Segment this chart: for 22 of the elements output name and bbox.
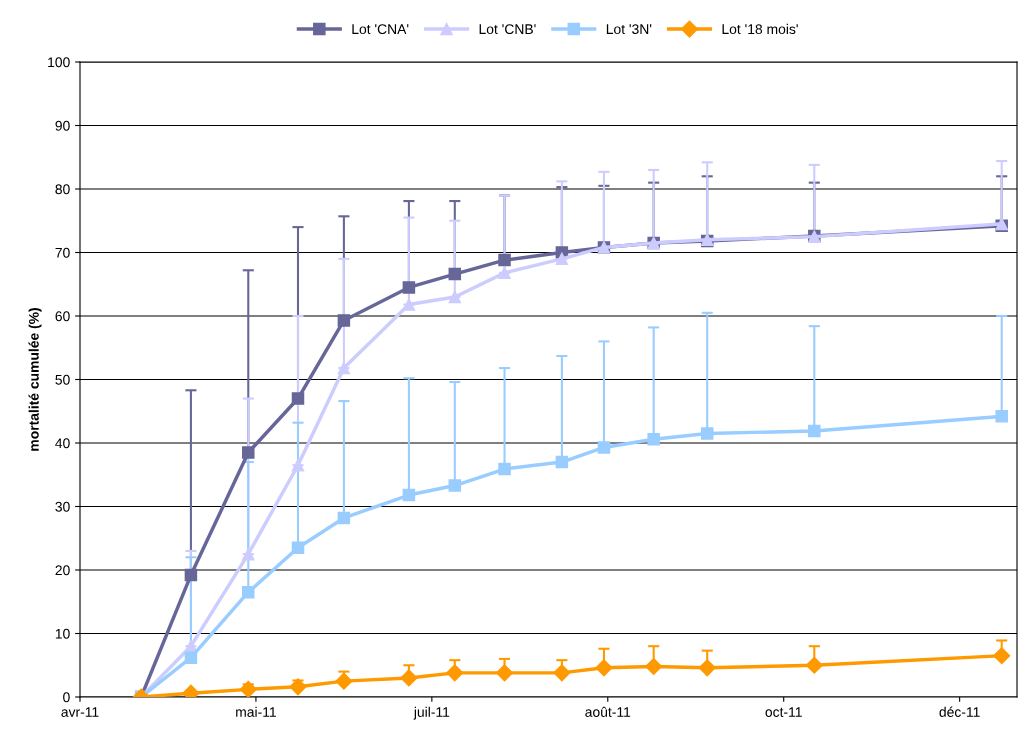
y-tick-label: 50: [55, 374, 70, 385]
x-tick-label: avr-11: [61, 707, 99, 717]
y-tick-label: 10: [55, 628, 70, 639]
y-tick-label: 40: [55, 438, 70, 449]
x-tick-label: oct-11: [765, 707, 802, 717]
x-tick-label: déc-11: [939, 706, 980, 717]
x-tick-label: juil-11: [413, 706, 450, 720]
legend-label: Lot 'CNB': [479, 24, 536, 35]
y-tick-label: 80: [55, 184, 70, 195]
y-tick-label: 60: [55, 311, 70, 322]
legend-label: Lot 'CNA': [352, 24, 409, 35]
y-tick-label: 30: [55, 501, 70, 512]
x-tick-label: mai-11: [236, 706, 276, 717]
y-axis-title: mortalité cumulée (%): [28, 308, 42, 451]
x-tick-label: août-11: [585, 706, 631, 717]
y-tick-label: 70: [55, 247, 70, 258]
legend-label: Lot '18 mois': [722, 23, 798, 35]
y-tick-label: 20: [55, 565, 70, 576]
y-tick-label: 90: [55, 120, 70, 131]
legend-label: Lot '3N': [606, 24, 652, 35]
y-tick-label: 0: [63, 692, 70, 703]
y-tick-label: 100: [48, 57, 70, 68]
